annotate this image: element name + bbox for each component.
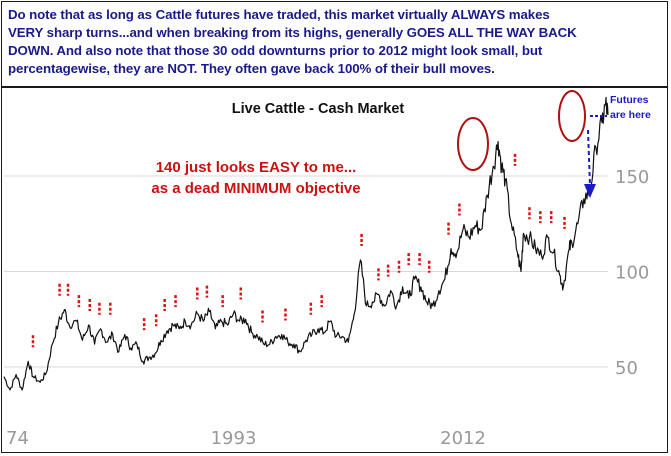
objective-annotation-line2: as a dead MINIMUM objective bbox=[151, 180, 360, 197]
arrow-down-icon bbox=[584, 184, 596, 198]
header-line: percentagewise, they are NOT. They often… bbox=[8, 61, 495, 76]
y-tick-label: 100 bbox=[615, 263, 649, 284]
peak-circle-current bbox=[558, 90, 586, 142]
x-tick-label: 74 bbox=[6, 428, 29, 449]
header-line: VERY sharp turns...and when breaking fro… bbox=[8, 25, 577, 40]
futures-label-line1: Futures bbox=[610, 94, 649, 106]
header-commentary: Do note that as long as Cattle futures h… bbox=[8, 6, 658, 78]
x-tick-label: 2012 bbox=[440, 428, 486, 449]
grid-lines bbox=[4, 175, 608, 368]
header-divider bbox=[1, 86, 668, 88]
chart-title: Live Cattle - Cash Market bbox=[232, 101, 405, 117]
header-line: Do note that as long as Cattle futures h… bbox=[8, 7, 550, 22]
y-tick-label: 50 bbox=[615, 358, 638, 379]
peak-circle-2014 bbox=[457, 117, 489, 171]
futures-label-line2: are here bbox=[610, 109, 651, 121]
y-tick-label: 150 bbox=[615, 167, 649, 188]
header-line: DOWN. And also note that those 30 odd do… bbox=[8, 43, 543, 58]
x-axis-ticks: 74 1993 2012 bbox=[6, 428, 486, 449]
x-tick-label: 1993 bbox=[211, 428, 257, 449]
objective-annotation-line1: 140 just looks EASY to me... bbox=[156, 159, 357, 176]
projection-arrow-shaft bbox=[587, 129, 591, 187]
downturn-markers bbox=[31, 153, 566, 348]
price-line bbox=[3, 96, 609, 391]
y-axis-ticks: 50 100 150 bbox=[615, 167, 649, 379]
